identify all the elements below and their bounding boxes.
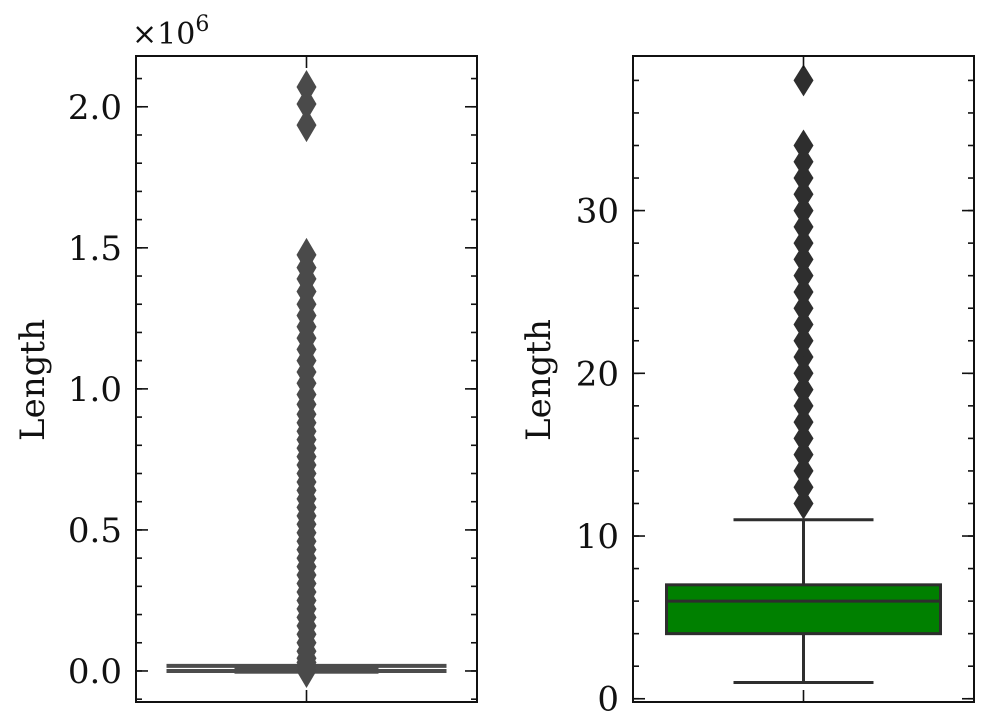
left-outlier-point [296,108,317,143]
left-y-tick-label: 0.0 [68,652,122,692]
left-outlier-point [296,86,317,121]
right-outlier-point [793,454,814,487]
right-outlier-point [793,275,814,308]
right-outlier-point [793,129,814,162]
left-box-plot: 0.0 0.5 1.0 1.5 2.0 Length ×106 [13,12,478,703]
right-outlier-point [793,438,814,471]
right-y-axis-ticks: 0 10 20 30 [576,56,974,720]
left-y-tick-label: 1.5 [68,229,122,269]
left-plot-marks [166,70,447,688]
right-outlier-point [793,292,814,325]
right-outlier-point [793,471,814,504]
right-outlier-point [793,422,814,455]
left-y-offset-label: ×106 [132,12,209,52]
right-outlier-point [793,210,814,243]
right-outlier-point [793,194,814,227]
right-outlier-point [793,373,814,406]
right-plot-marks [665,64,942,684]
left-outlier-point [296,653,317,688]
right-y-tick-label: 0 [597,680,619,720]
right-outlier-point [793,389,814,422]
right-outlier-point [793,308,814,341]
right-outlier-point [793,357,814,390]
right-outlier-point [793,227,814,260]
right-outlier-point [793,178,814,211]
left-y-axis-label: Length [13,319,53,441]
right-outlier-point [793,145,814,178]
right-outlier-point [793,341,814,374]
right-box-plot: 0 10 20 30 Length [519,55,975,720]
right-outlier-point [793,259,814,292]
right-outlier-point [793,243,814,276]
left-y-tick-label: 2.0 [68,88,122,128]
right-y-axis-label: Length [519,319,559,441]
right-outlier-point [793,406,814,439]
left-y-tick-label: 1.0 [68,370,122,410]
right-iqr-box [665,583,942,636]
right-outlier-point [793,64,814,97]
right-y-tick-label: 30 [576,192,619,232]
right-outlier-point [793,162,814,195]
left-y-tick-label: 0.5 [68,511,122,551]
left-y-axis-ticks: 0.0 0.5 1.0 1.5 2.0 [68,56,477,702]
right-y-tick-label: 20 [576,354,619,394]
right-outlier-point [793,487,814,520]
right-y-tick-label: 10 [576,517,619,557]
right-outlier-point [793,324,814,357]
